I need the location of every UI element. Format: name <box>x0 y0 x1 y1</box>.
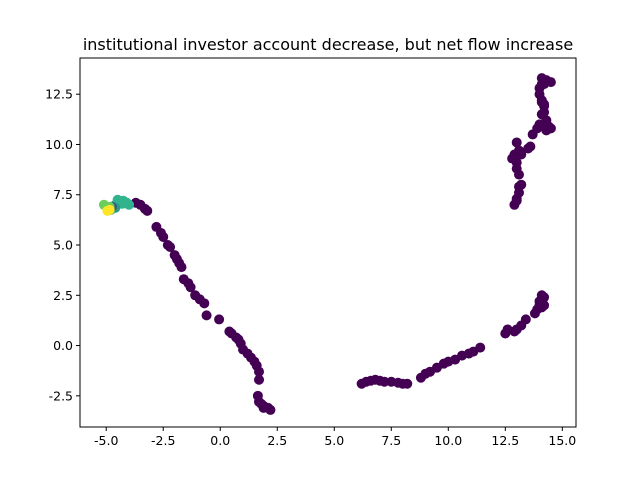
scatter-point <box>254 374 265 385</box>
scatter-point <box>142 205 153 216</box>
y-tick-label: 7.5 <box>53 187 73 202</box>
scatter-point <box>525 141 536 152</box>
scatter-point <box>158 231 169 242</box>
y-tick-label: 5.0 <box>53 238 73 253</box>
data-points <box>98 73 556 415</box>
scatter-point <box>475 342 486 353</box>
scatter-point <box>201 310 212 321</box>
scatter-point <box>124 199 135 210</box>
x-tick-label: -2.5 <box>151 433 175 448</box>
y-tick-label: 2.5 <box>53 288 73 303</box>
x-tick-label: 2.5 <box>267 433 287 448</box>
scatter-point <box>520 314 531 325</box>
x-axis-ticks: -5.0 -2.5 0.0 2.5 5.0 7.5 10.0 12.5 15.0 <box>94 427 576 448</box>
scatter-point <box>545 123 556 134</box>
scatter-point <box>511 137 522 148</box>
x-tick-label: 5.0 <box>324 433 344 448</box>
scatter-point <box>402 378 413 389</box>
scatter-point <box>258 402 269 413</box>
scatter-point <box>185 282 196 293</box>
x-tick-label: 7.5 <box>381 433 401 448</box>
y-tick-label: 0.0 <box>53 338 73 353</box>
scatter-point <box>176 262 187 273</box>
scatter-point <box>104 204 115 215</box>
y-tick-label: -2.5 <box>49 388 73 403</box>
scatter-point <box>536 302 547 313</box>
chart-title: institutional investor account decrease,… <box>83 35 573 54</box>
scatter-point <box>511 195 522 206</box>
scatter-point <box>539 101 550 112</box>
x-tick-label: 10.0 <box>434 433 462 448</box>
scatter-point <box>513 181 524 192</box>
scatter-point <box>545 77 556 88</box>
scatter-point <box>199 298 210 309</box>
scatter-point <box>539 292 550 303</box>
scatter-point <box>254 366 265 377</box>
scatter-point <box>513 145 524 156</box>
y-tick-label: 12.5 <box>45 87 73 102</box>
scatter-point <box>534 89 545 100</box>
y-tick-label: 10.0 <box>45 137 73 152</box>
scatter-point <box>214 314 225 325</box>
x-tick-label: -5.0 <box>94 433 118 448</box>
x-tick-label: 15.0 <box>548 433 576 448</box>
scatter-point <box>541 115 552 126</box>
plot-frame <box>79 57 577 428</box>
x-tick-label: 0.0 <box>210 433 230 448</box>
x-tick-label: 12.5 <box>491 433 519 448</box>
scatter-point <box>165 242 176 253</box>
y-axis-ticks: -2.5 0.0 2.5 5.0 7.5 10.0 12.5 <box>45 87 80 403</box>
scatter-point <box>379 376 390 387</box>
scatter-point <box>513 169 524 180</box>
